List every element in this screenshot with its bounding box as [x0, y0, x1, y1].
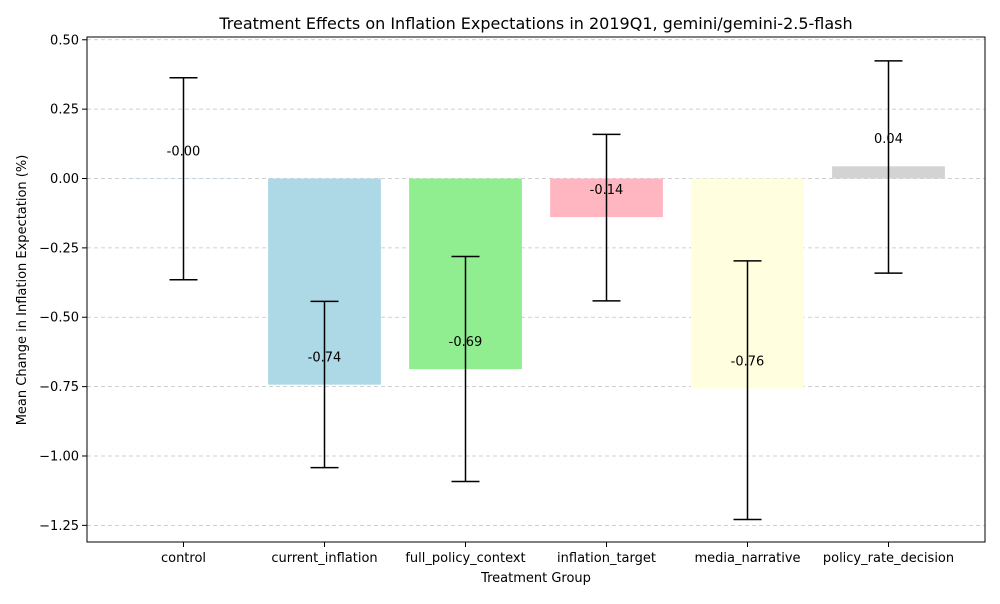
data-label: -0.00 — [167, 145, 201, 160]
y-tick-label: −1.25 — [39, 519, 79, 534]
x-tick-label: current_inflation — [271, 551, 377, 566]
y-tick-label: −0.25 — [39, 241, 79, 256]
y-tick-label: 0.00 — [50, 172, 79, 187]
y-tick-label: 0.25 — [50, 103, 79, 118]
data-label: -0.69 — [449, 335, 483, 350]
y-tick-label: −1.00 — [39, 449, 79, 464]
y-tick-label: −0.75 — [39, 380, 79, 395]
grid-lines — [87, 40, 985, 526]
x-tick-label: full_policy_context — [405, 551, 525, 566]
x-tick-label: inflation_target — [557, 551, 656, 566]
data-label: -0.14 — [590, 183, 624, 198]
data-label: -0.74 — [308, 350, 342, 365]
x-tick-label: media_narrative — [694, 551, 800, 566]
y-axis-label: Mean Change in Inflation Expectation (%) — [15, 155, 30, 426]
chart-title: Treatment Effects on Inflation Expectati… — [218, 14, 852, 33]
bars — [127, 166, 945, 388]
y-tick-label: 0.50 — [50, 33, 79, 48]
x-axis-ticks: control current_inflation full_policy_cont… — [161, 542, 954, 566]
data-label: 0.04 — [874, 132, 903, 147]
data-label: -0.76 — [731, 354, 765, 369]
x-tick-label: control — [161, 551, 206, 566]
y-tick-label: −0.50 — [39, 311, 79, 326]
x-axis-label: Treatment Group — [480, 571, 591, 586]
y-axis-ticks: 0.50 0.25 0.00 −0.25 −0.50 −0.75 −1.00 −1.25 — [39, 33, 87, 534]
x-tick-label: policy_rate_decision — [823, 551, 954, 566]
plot-frame — [87, 37, 985, 542]
